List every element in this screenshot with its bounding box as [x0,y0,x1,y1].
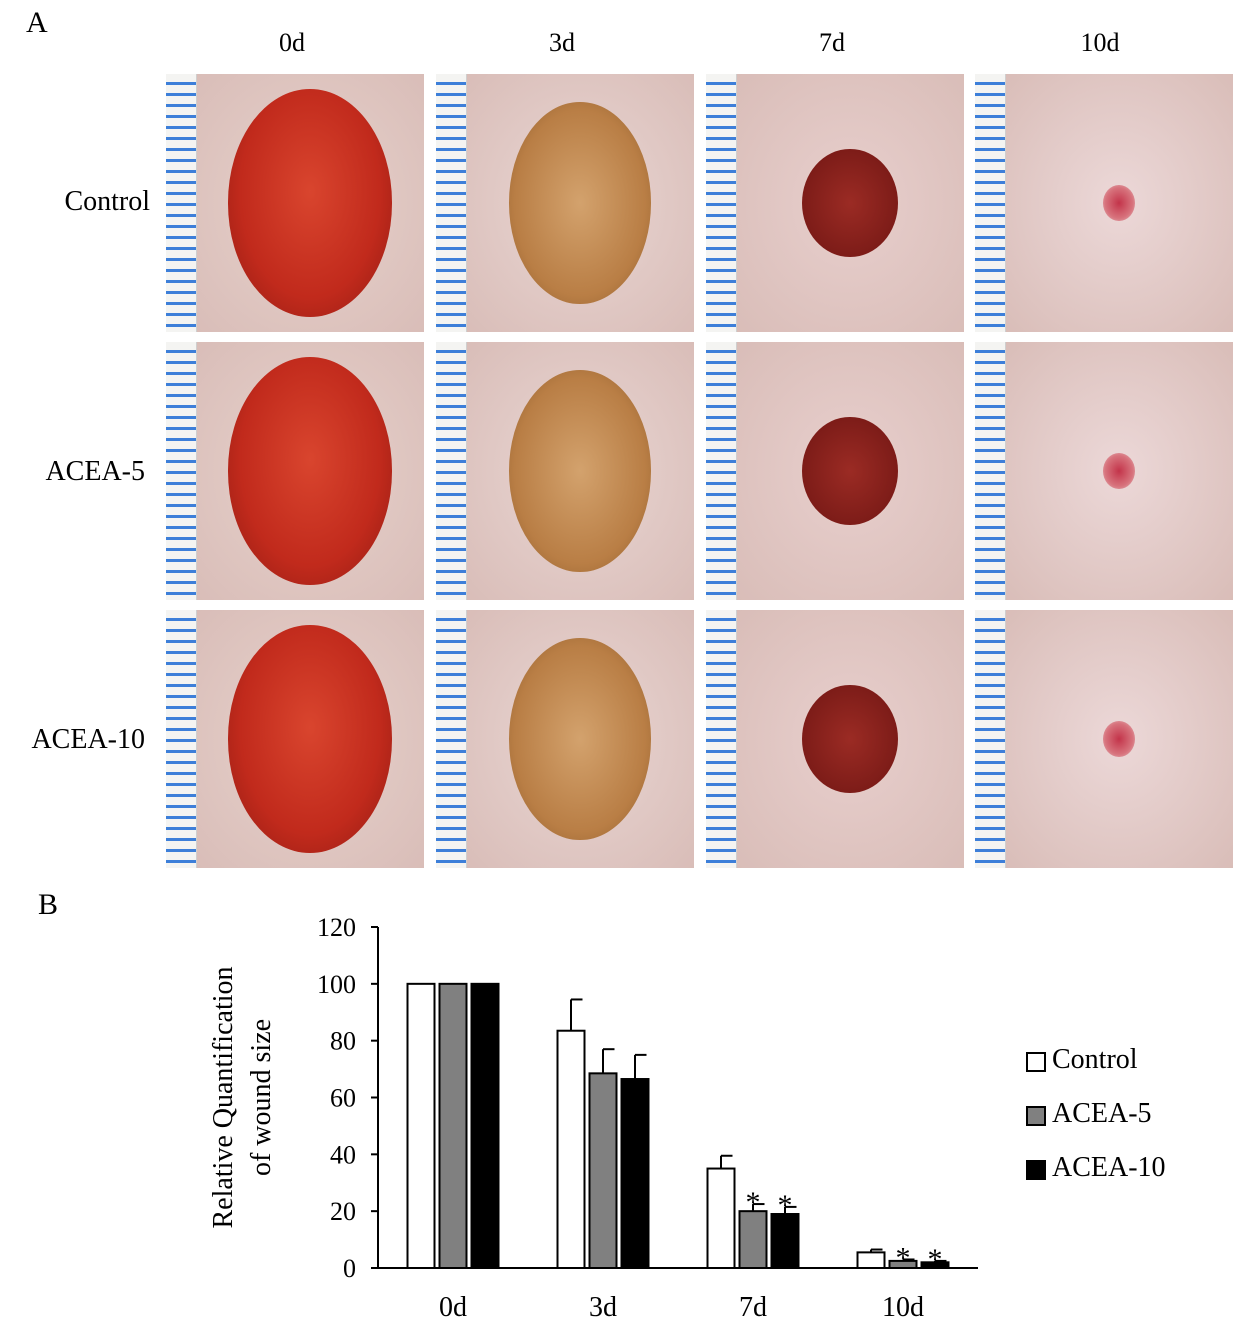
y-axis-label: Relative Quantification [208,966,239,1228]
column-label-0d: 0d [279,28,305,57]
bar-acea-10-0d [470,982,500,1269]
bar-control-10d [856,1251,886,1269]
wound-photo-acea-5-3d [436,342,694,600]
x-tick-label-7d: 7d [739,1292,767,1323]
wound [802,148,898,258]
wound-photo-acea-10-3d [436,610,694,868]
wound-photo-acea-10-0d [166,610,424,868]
ruler [975,74,1006,332]
bar-acea-5-0d [438,982,468,1269]
ruler [975,342,1006,600]
wound [509,638,651,840]
wound [227,89,393,317]
y-axis-label: of wound size [246,1019,277,1176]
ruler [166,342,197,600]
bar-acea-5-10d [888,1259,918,1270]
x-tick-label-10d: 10d [882,1292,924,1323]
wound [227,357,393,585]
bar-control-7d [706,1167,736,1269]
bar-acea-10-10d [920,1261,950,1270]
ruler [166,74,197,332]
legend-swatch-acea-5 [1026,1106,1046,1126]
wound [802,684,898,794]
significance-marker: * [778,1189,793,1222]
significance-marker: * [746,1186,761,1219]
legend-label-control: Control [1052,1044,1138,1075]
bar-acea-5-3d [588,1072,618,1269]
x-tick-label-3d: 3d [589,1292,617,1323]
ruler [436,610,467,868]
wound [509,370,651,572]
bar-acea-10-3d [620,1078,650,1269]
wound-photo-acea-5-10d [975,342,1233,600]
row-label-acea-10: ACEA-10 [31,724,145,755]
bar-chart: 0 20 40 60 80 100 120 Relative Quantification of… [208,913,978,1323]
wound-photo-control-3d [436,74,694,332]
wound [509,102,651,304]
panel-a-letter: A [26,6,48,39]
significance-marker: * [928,1243,943,1276]
wound [1103,452,1135,490]
wound [802,416,898,526]
bar-control-3d [556,1029,586,1269]
ruler [436,74,467,332]
row-label-control: Control [64,186,150,217]
wound [227,625,393,853]
column-label-3d: 3d [549,28,575,57]
y-tick-label: 60 [330,1084,356,1113]
wound-photo-control-10d [975,74,1233,332]
wound-photo-acea-10-10d [975,610,1233,868]
y-tick-label: 100 [317,970,356,999]
y-tick-label: 0 [343,1254,356,1283]
bar-acea-10-7d [770,1213,800,1269]
ruler [706,342,737,600]
column-label-7d: 7d [819,28,845,57]
ruler [166,610,197,868]
bar-acea-5-7d [738,1210,768,1269]
ruler [975,610,1006,868]
legend-swatch-acea-10 [1026,1160,1046,1180]
wound-photo-control-7d [706,74,964,332]
y-tick-label: 40 [330,1140,356,1169]
ruler [706,74,737,332]
wound [1103,184,1135,222]
y-tick-label: 20 [330,1197,356,1226]
x-tick-label-0d: 0d [439,1292,467,1323]
wound-photo-acea-10-7d [706,610,964,868]
bar-control-0d [406,982,436,1269]
ruler [436,342,467,600]
legend-label-acea-10: ACEA-10 [1052,1152,1166,1183]
column-label-10d: 10d [1080,28,1120,57]
wound-photo-acea-5-0d [166,342,424,600]
significance-marker: * [896,1241,911,1274]
wound-photo-acea-5-7d [706,342,964,600]
wound-photo-control-0d [166,74,424,332]
legend-label-acea-5: ACEA-5 [1052,1098,1152,1129]
ruler [706,610,737,868]
y-tick-label: 120 [317,913,356,942]
y-tick-label: 80 [330,1027,356,1056]
wound [1103,720,1135,758]
row-label-acea-5: ACEA-5 [45,456,145,487]
panel-b-letter: B [38,888,59,921]
legend-swatch-control [1026,1052,1046,1072]
